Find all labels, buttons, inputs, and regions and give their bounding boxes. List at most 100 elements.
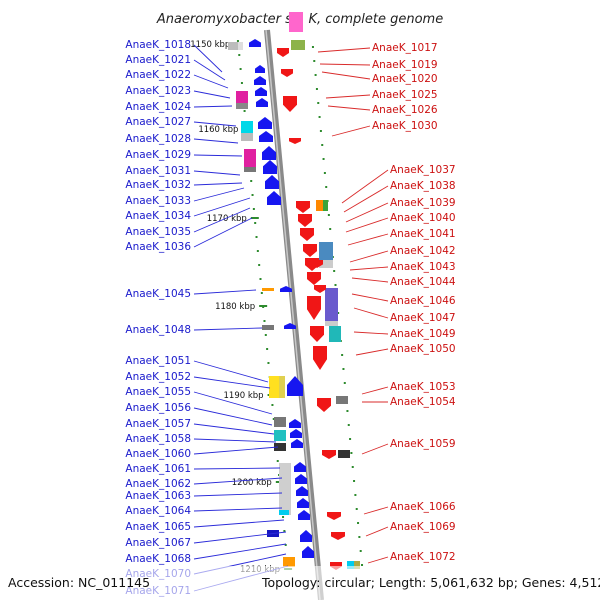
gene-label-left[interactable]: AnaeK_1060	[125, 448, 191, 460]
accession-text: Accession: NC_011145	[8, 575, 150, 590]
gene-label-right[interactable]: AnaeK_1030	[372, 120, 438, 132]
tick-label: 1180 kbp	[215, 302, 255, 312]
genome-backbone	[264, 29, 324, 600]
gene-label-left[interactable]: AnaeK_1067	[125, 537, 191, 549]
leader-line	[193, 187, 245, 202]
gene-label-left[interactable]: AnaeK_1062	[125, 478, 191, 490]
leader-line	[193, 289, 257, 295]
gene-label-left[interactable]: AnaeK_1063	[125, 490, 191, 502]
gene-label-left[interactable]: AnaeK_1028	[125, 133, 191, 145]
leader-line	[325, 94, 371, 99]
leader-line	[349, 266, 389, 271]
leader-line	[193, 477, 283, 485]
leader-line	[347, 233, 389, 246]
gene-label-right[interactable]: AnaeK_1059	[390, 438, 456, 450]
gene-label-left[interactable]: AnaeK_1058	[125, 433, 191, 445]
leader-line	[321, 71, 371, 80]
leader-line	[193, 467, 281, 470]
leader-line	[367, 556, 389, 564]
leader-line	[193, 407, 273, 426]
leader-line	[361, 386, 389, 395]
gene-label-left[interactable]: AnaeK_1057	[125, 418, 191, 430]
leader-line	[365, 526, 389, 537]
tick-label: 1170 kbp	[207, 214, 247, 224]
leader-line	[193, 138, 239, 144]
gene-label-right[interactable]: AnaeK_1037	[390, 164, 456, 176]
gene-label-left[interactable]: AnaeK_1021	[125, 54, 191, 66]
leader-line	[193, 507, 283, 512]
gene-label-right[interactable]: AnaeK_1017	[372, 42, 438, 54]
gene-label-right[interactable]: AnaeK_1025	[372, 89, 438, 101]
leader-line	[193, 74, 229, 89]
gene-label-left[interactable]: AnaeK_1061	[125, 463, 191, 475]
gene-label-left[interactable]: AnaeK_1023	[125, 85, 191, 97]
gene-label-right[interactable]: AnaeK_1043	[390, 261, 456, 273]
leader-line	[343, 185, 389, 213]
leader-line	[353, 307, 389, 319]
gene-label-left[interactable]: AnaeK_1048	[125, 324, 191, 336]
gene-labels: AnaeK_1018 AnaeK_1021 AnaeK_1022 AnaeK_1023…	[125, 39, 456, 597]
leader-line	[193, 446, 279, 455]
gene-label-left[interactable]: AnaeK_1034	[125, 210, 191, 222]
gene-label-right[interactable]: AnaeK_1044	[390, 276, 456, 288]
gene-label-left[interactable]: AnaeK_1051	[125, 355, 191, 367]
gene-label-right[interactable]: AnaeK_1039	[390, 197, 456, 209]
gene-arrows	[249, 39, 345, 570]
leader-line	[341, 169, 389, 204]
leader-line	[193, 438, 277, 443]
gene-label-right[interactable]: AnaeK_1019	[372, 59, 438, 71]
leader-line	[317, 47, 371, 53]
leader-line	[363, 506, 389, 515]
leader-line	[193, 376, 271, 389]
gene-label-right[interactable]: AnaeK_1047	[390, 312, 456, 324]
gene-label-left[interactable]: AnaeK_1018	[125, 39, 191, 51]
gene-label-left[interactable]: AnaeK_1064	[125, 505, 191, 517]
gene-label-left[interactable]: AnaeK_1055	[125, 386, 191, 398]
gene-label-left[interactable]: AnaeK_1035	[125, 226, 191, 238]
leader-line	[193, 154, 243, 157]
gene-label-right[interactable]: AnaeK_1049	[390, 328, 456, 340]
gene-label-right[interactable]: AnaeK_1054	[390, 396, 456, 408]
leader-line	[361, 443, 389, 455]
gene-label-left[interactable]: AnaeK_1033	[125, 195, 191, 207]
leader-line	[193, 543, 287, 560]
gene-label-left[interactable]: AnaeK_1068	[125, 553, 191, 565]
gene-label-right[interactable]: AnaeK_1050	[390, 343, 456, 355]
leader-line	[331, 125, 371, 137]
gene-label-left[interactable]: AnaeK_1032	[125, 179, 191, 191]
topology-text: Topology: circular; Length: 5,061,632 bp…	[261, 575, 600, 590]
gene-label-left[interactable]: AnaeK_1031	[125, 165, 191, 177]
gene-label-right[interactable]: AnaeK_1069	[390, 521, 456, 533]
gene-label-right[interactable]: AnaeK_1072	[390, 551, 456, 563]
leader-line	[193, 217, 253, 248]
leader-line	[353, 331, 389, 335]
gene-label-right[interactable]: AnaeK_1026	[372, 104, 438, 116]
leader-line	[193, 121, 237, 127]
gene-label-left[interactable]: AnaeK_1027	[125, 116, 191, 128]
gene-label-right[interactable]: AnaeK_1040	[390, 212, 456, 224]
gene-label-left[interactable]: AnaeK_1045	[125, 288, 191, 300]
gene-label-right[interactable]: AnaeK_1066	[390, 501, 456, 513]
gene-label-left[interactable]: AnaeK_1056	[125, 402, 191, 414]
gene-label-left[interactable]: AnaeK_1036	[125, 241, 191, 253]
gene-label-left[interactable]: AnaeK_1052	[125, 371, 191, 383]
gene-label-right[interactable]: AnaeK_1042	[390, 245, 456, 257]
leader-line	[193, 44, 223, 73]
leader-line	[327, 105, 371, 111]
gene-label-right[interactable]: AnaeK_1053	[390, 381, 456, 393]
gene-label-left[interactable]: AnaeK_1029	[125, 149, 191, 161]
leader-line	[193, 59, 226, 81]
gene-label-left[interactable]: AnaeK_1065	[125, 521, 191, 533]
tick-label: 1200 kbp	[232, 478, 272, 488]
gene-label-right[interactable]: AnaeK_1046	[390, 295, 456, 307]
leader-line	[193, 531, 287, 544]
leader-line	[193, 327, 263, 331]
gene-label-left[interactable]: AnaeK_1024	[125, 101, 191, 113]
gene-label-left[interactable]: AnaeK_1022	[125, 69, 191, 81]
gene-label-right[interactable]: AnaeK_1038	[390, 180, 456, 192]
colored-features	[228, 12, 360, 569]
gene-label-right[interactable]: AnaeK_1041	[390, 228, 456, 240]
gene-label-right[interactable]: AnaeK_1020	[372, 73, 438, 85]
tick-label: 1150 kbp	[190, 40, 230, 50]
